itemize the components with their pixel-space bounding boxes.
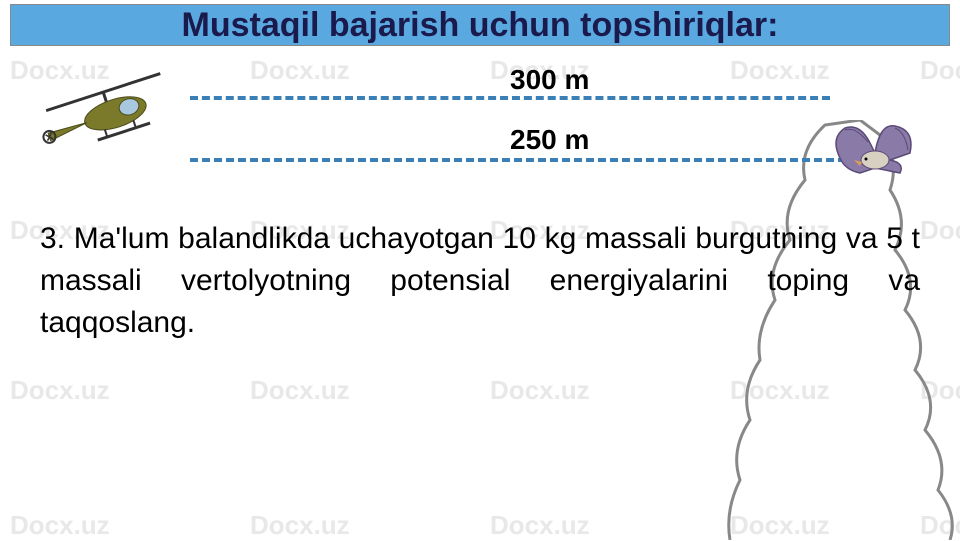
- diagram-area: 300 m 250 m: [0, 58, 960, 188]
- altitude-line-300: [190, 96, 830, 100]
- watermark-text: Docx.uz: [490, 375, 590, 406]
- watermark-text: Docx.uz: [250, 375, 350, 406]
- watermark-text: Docx.uz: [490, 510, 590, 541]
- eagle-icon: [820, 118, 930, 188]
- watermark-text: Docx.uz: [10, 375, 110, 406]
- distance-label-250: 250 m: [510, 124, 589, 156]
- watermark-text: Docx.uz: [10, 510, 110, 541]
- helicopter-icon: [30, 63, 190, 163]
- title-bar: Mustaqil bajarish uchun topshiriqlar:: [10, 0, 950, 50]
- distance-label-300: 300 m: [510, 64, 589, 96]
- altitude-line-250: [190, 158, 870, 162]
- watermark-text: Docx.uz: [250, 510, 350, 541]
- task-description: 3. Ma'lum balandlikda uchayotgan 10 kg m…: [40, 218, 920, 344]
- page-title: Mustaqil bajarish uchun topshiriqlar:: [182, 6, 779, 45]
